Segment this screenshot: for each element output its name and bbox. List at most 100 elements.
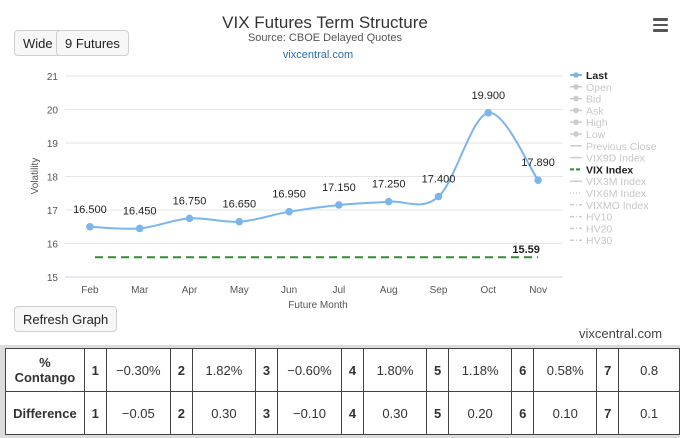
series-last-line <box>89 111 539 230</box>
month-index: 1 <box>83 391 107 435</box>
series-last-point <box>434 192 443 201</box>
footer-credit[interactable]: vixcentral.com <box>579 326 663 341</box>
x-tick-label: Apr <box>182 285 198 296</box>
x-tick-label: Sep <box>430 285 448 296</box>
x-tick-label: Nov <box>529 285 547 296</box>
legend-item[interactable]: VIX3M Index <box>586 176 647 188</box>
legend-item[interactable]: HV20 <box>586 223 612 235</box>
y-tick-label: 15 <box>47 273 59 284</box>
refresh-graph-button[interactable]: Refresh Graph <box>14 306 118 332</box>
legend-item[interactable]: HV10 <box>586 212 612 224</box>
month-index: 3 <box>254 391 278 435</box>
metric-value: 0.58% <box>533 348 598 392</box>
legend-item[interactable]: VIXMO Index <box>586 200 649 212</box>
metric-value: 0.1 <box>618 391 680 435</box>
y-axis-title: Volatility <box>30 158 41 195</box>
series-last-point <box>86 222 94 231</box>
metric-value: 0.8 <box>618 348 680 392</box>
legend-item[interactable]: HV30 <box>586 235 612 247</box>
x-tick-label: Feb <box>81 285 99 296</box>
metric-value: 1.18% <box>448 348 513 392</box>
series-last-point <box>335 201 343 209</box>
month-index: 1 <box>83 348 107 392</box>
month-index: 4 <box>341 348 364 392</box>
y-tick-label: 21 <box>47 72 59 83</box>
data-label: 17.400 <box>422 174 456 186</box>
legend-marker-symbol <box>573 84 579 90</box>
metrics-table-container: % Contango 1 −0.30% 2 1.82% 3 −0.60% 4 1.80% 5 1.18… <box>0 345 680 438</box>
legend-marker-symbol <box>573 119 579 125</box>
metrics-table: % Contango 1 −0.30% 2 1.82% 3 −0.60% 4 1.80% 5 1.18… <box>5 348 680 435</box>
row-label: Difference <box>5 391 85 435</box>
series-last-point <box>534 176 542 184</box>
x-tick-label: Jul <box>333 285 346 296</box>
y-tick-label: 16 <box>47 240 59 251</box>
legend-item[interactable]: Previous Close <box>586 141 657 153</box>
series-last-point <box>135 224 144 233</box>
y-tick-label: 17 <box>47 206 59 217</box>
vix-index-label: 15.59 <box>512 244 540 256</box>
legend-marker-symbol <box>573 107 579 114</box>
subtitle-link[interactable]: vixcentral.com <box>283 49 353 61</box>
data-label: 16.950 <box>272 189 306 201</box>
futures-count-button[interactable]: 9 Futures <box>56 30 129 56</box>
legend-item[interactable]: High <box>586 117 608 129</box>
x-axis-title: Future Month <box>288 300 347 311</box>
x-tick-label: Aug <box>380 285 398 296</box>
legend-item[interactable]: Last <box>586 70 608 82</box>
legend-marker-symbol <box>573 72 579 78</box>
metrics-row: % Contango 1 −0.30% 2 1.82% 3 −0.60% 4 1.80% 5 1.18… <box>5 348 680 392</box>
month-index: 7 <box>596 348 620 392</box>
y-tick-label: 19 <box>47 139 59 150</box>
hamburger-menu-icon[interactable] <box>653 18 668 32</box>
metric-value: 0.10 <box>533 391 598 435</box>
legend-item[interactable]: Open <box>586 82 612 94</box>
x-tick-label: Jun <box>281 285 297 296</box>
y-tick-label: 18 <box>47 173 59 184</box>
x-tick-label: Mar <box>131 285 149 296</box>
series-last-point <box>384 197 393 206</box>
series-last-point <box>285 207 293 216</box>
chart-panel: VIX Futures Term Structure Source: CBOE D… <box>14 13 668 341</box>
row-label: % Contango <box>5 348 85 392</box>
legend-marker-symbol <box>573 131 579 137</box>
legend-item[interactable]: VIX Index <box>586 164 633 176</box>
month-index: 6 <box>511 391 535 435</box>
chart-subtitle: Source: CBOE Delayed Quotes <box>248 32 403 44</box>
month-index: 4 <box>341 391 364 435</box>
month-index: 5 <box>426 391 450 435</box>
data-label: 16.450 <box>123 205 157 217</box>
metric-value: −0.10 <box>276 391 343 435</box>
data-label: 17.150 <box>322 182 356 194</box>
data-label: 17.250 <box>372 179 406 191</box>
legend-item[interactable]: VIX6M Index <box>586 188 647 200</box>
data-label: 17.890 <box>521 157 555 169</box>
wide-button[interactable]: Wide <box>14 30 62 56</box>
chart-title: VIX Futures Term Structure <box>222 13 428 32</box>
metric-value: −0.30% <box>105 348 171 392</box>
series-last-point <box>185 214 194 223</box>
month-index: 2 <box>169 348 193 392</box>
month-index: 3 <box>254 348 278 392</box>
metric-value: −0.05 <box>105 391 171 435</box>
metric-value: 0.30 <box>362 391 428 435</box>
data-label: 16.650 <box>222 199 256 211</box>
series-last-point <box>235 217 244 226</box>
data-label: 16.500 <box>73 204 107 216</box>
x-tick-label: May <box>230 285 249 296</box>
legend-item[interactable]: Low <box>586 129 606 141</box>
metric-value: 0.20 <box>448 391 513 435</box>
legend-item[interactable]: Ask <box>586 105 604 117</box>
x-tick-label: Oct <box>481 285 497 296</box>
data-label: 16.750 <box>173 195 207 207</box>
month-index: 7 <box>596 391 620 435</box>
metric-value: 0.30 <box>191 391 256 435</box>
month-index: 5 <box>426 348 450 392</box>
metrics-row: Difference 1 −0.05 2 0.30 3 −0.10 4 0.30 5 0.20 6 0.… <box>5 391 680 435</box>
data-label: 19.900 <box>471 90 505 102</box>
metric-value: 1.80% <box>362 348 428 392</box>
series-last-point <box>484 109 493 117</box>
legend-item[interactable]: Bid <box>586 94 601 106</box>
legend-item[interactable]: VIX9D Index <box>586 153 646 165</box>
y-tick-label: 20 <box>47 106 59 117</box>
